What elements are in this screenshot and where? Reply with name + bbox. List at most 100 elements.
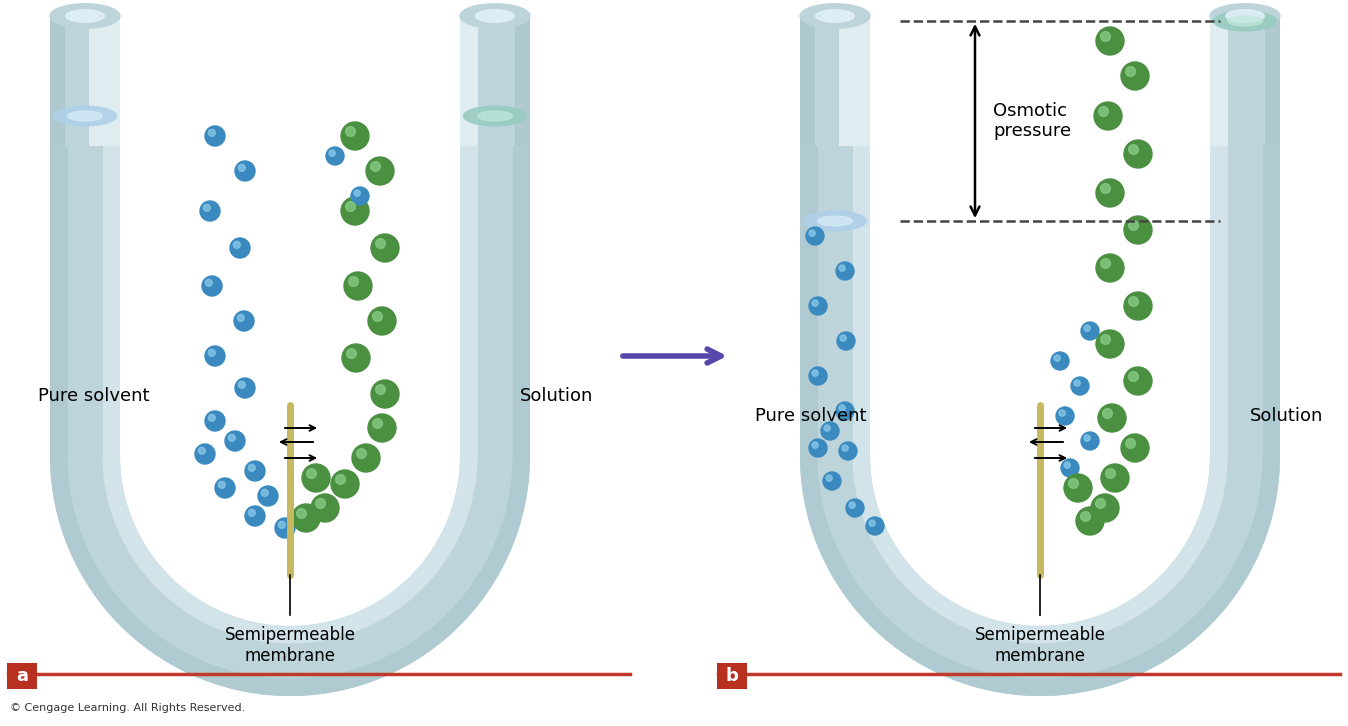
Circle shape bbox=[869, 520, 875, 526]
Circle shape bbox=[332, 470, 359, 498]
Circle shape bbox=[1128, 221, 1139, 230]
Circle shape bbox=[326, 147, 344, 165]
Circle shape bbox=[809, 439, 828, 457]
Circle shape bbox=[1081, 322, 1099, 340]
Circle shape bbox=[209, 129, 216, 136]
Circle shape bbox=[865, 517, 884, 535]
Ellipse shape bbox=[67, 111, 102, 121]
Circle shape bbox=[352, 444, 380, 472]
Polygon shape bbox=[799, 146, 817, 456]
Circle shape bbox=[315, 499, 325, 508]
Circle shape bbox=[195, 444, 214, 464]
Polygon shape bbox=[512, 146, 530, 456]
Ellipse shape bbox=[1211, 4, 1281, 28]
Circle shape bbox=[1124, 216, 1153, 244]
Circle shape bbox=[355, 190, 360, 196]
Circle shape bbox=[341, 197, 369, 225]
Circle shape bbox=[1084, 325, 1091, 331]
Circle shape bbox=[840, 335, 847, 341]
FancyBboxPatch shape bbox=[7, 663, 36, 689]
Circle shape bbox=[1100, 32, 1111, 41]
Text: Semipermeable
membrane: Semipermeable membrane bbox=[975, 626, 1105, 665]
Circle shape bbox=[275, 518, 295, 538]
Circle shape bbox=[809, 367, 828, 385]
Circle shape bbox=[1128, 144, 1139, 155]
Polygon shape bbox=[1211, 16, 1281, 146]
Circle shape bbox=[205, 280, 212, 286]
Circle shape bbox=[239, 164, 245, 171]
Circle shape bbox=[262, 489, 268, 497]
Circle shape bbox=[329, 150, 336, 156]
Polygon shape bbox=[1211, 16, 1228, 146]
Circle shape bbox=[821, 422, 838, 440]
Circle shape bbox=[1061, 459, 1078, 477]
Circle shape bbox=[336, 475, 345, 484]
Text: Solution: Solution bbox=[520, 387, 593, 405]
Ellipse shape bbox=[476, 9, 514, 23]
Polygon shape bbox=[1263, 146, 1281, 456]
Polygon shape bbox=[799, 146, 869, 456]
Circle shape bbox=[368, 307, 396, 335]
Polygon shape bbox=[50, 116, 290, 696]
Circle shape bbox=[245, 461, 266, 481]
Circle shape bbox=[372, 311, 383, 322]
Ellipse shape bbox=[477, 111, 512, 121]
Circle shape bbox=[1124, 292, 1153, 320]
FancyBboxPatch shape bbox=[717, 663, 747, 689]
Circle shape bbox=[372, 419, 383, 428]
Polygon shape bbox=[1211, 146, 1281, 456]
Circle shape bbox=[1064, 462, 1070, 468]
Circle shape bbox=[371, 162, 380, 171]
Circle shape bbox=[811, 442, 818, 448]
Circle shape bbox=[209, 349, 216, 356]
Text: Solution: Solution bbox=[1250, 407, 1324, 425]
Circle shape bbox=[346, 348, 356, 359]
Circle shape bbox=[1096, 179, 1124, 207]
Circle shape bbox=[847, 499, 864, 517]
Circle shape bbox=[205, 126, 225, 146]
Circle shape bbox=[811, 370, 818, 376]
Polygon shape bbox=[515, 16, 530, 146]
Circle shape bbox=[248, 510, 255, 516]
Circle shape bbox=[248, 465, 255, 471]
Circle shape bbox=[849, 502, 855, 508]
Circle shape bbox=[350, 187, 369, 205]
Circle shape bbox=[342, 344, 369, 372]
Circle shape bbox=[1084, 435, 1091, 441]
Polygon shape bbox=[460, 16, 477, 146]
Circle shape bbox=[1124, 140, 1153, 168]
Polygon shape bbox=[799, 16, 869, 146]
Circle shape bbox=[214, 478, 235, 498]
Ellipse shape bbox=[803, 211, 867, 231]
Circle shape bbox=[235, 161, 255, 181]
Circle shape bbox=[198, 447, 205, 454]
Circle shape bbox=[200, 201, 220, 221]
Circle shape bbox=[1091, 494, 1119, 522]
Circle shape bbox=[1105, 468, 1115, 478]
Polygon shape bbox=[102, 456, 477, 643]
Circle shape bbox=[257, 486, 278, 506]
Circle shape bbox=[302, 464, 330, 492]
Ellipse shape bbox=[464, 106, 527, 126]
Circle shape bbox=[1099, 107, 1108, 116]
Circle shape bbox=[341, 122, 369, 150]
Circle shape bbox=[1100, 258, 1111, 269]
Polygon shape bbox=[50, 146, 120, 456]
Circle shape bbox=[1054, 355, 1061, 362]
Polygon shape bbox=[1211, 146, 1228, 456]
Polygon shape bbox=[460, 146, 530, 456]
Circle shape bbox=[838, 405, 845, 411]
Circle shape bbox=[836, 402, 855, 420]
Circle shape bbox=[809, 297, 828, 315]
Polygon shape bbox=[50, 146, 67, 456]
Circle shape bbox=[297, 509, 306, 518]
Circle shape bbox=[367, 157, 394, 185]
Polygon shape bbox=[799, 16, 816, 146]
Polygon shape bbox=[1264, 16, 1281, 146]
Circle shape bbox=[824, 472, 841, 490]
Circle shape bbox=[235, 378, 255, 398]
Circle shape bbox=[345, 126, 356, 136]
Circle shape bbox=[371, 234, 399, 262]
Circle shape bbox=[838, 265, 845, 272]
Circle shape bbox=[1099, 404, 1126, 432]
